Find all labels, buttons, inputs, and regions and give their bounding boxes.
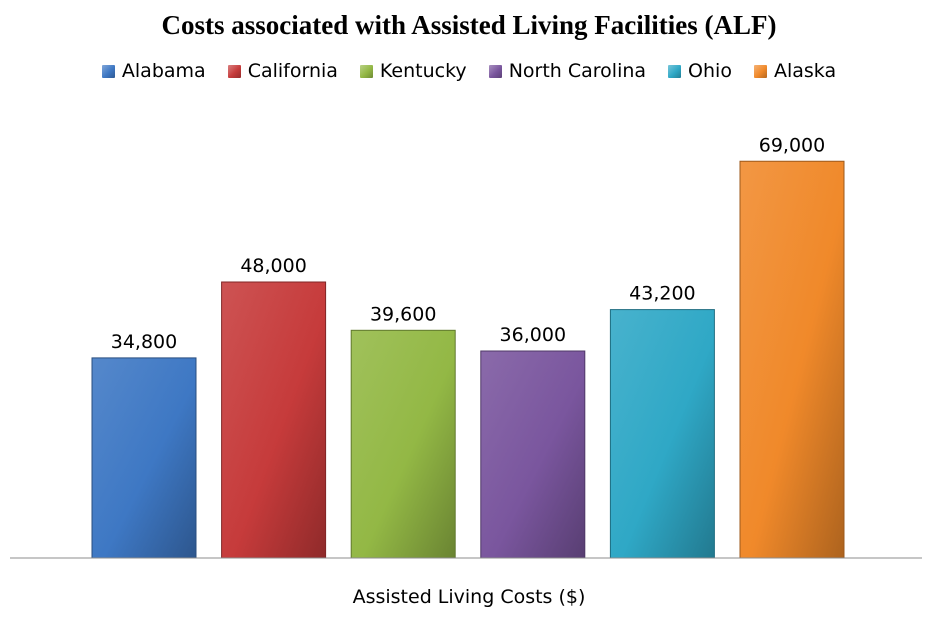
data-label: 34,800 (111, 331, 177, 353)
x-axis-label: Assisted Living Costs ($) (352, 586, 586, 608)
bar-north-carolina (480, 350, 586, 559)
legend-item: Kentucky (359, 60, 467, 82)
data-label: 43,200 (629, 283, 695, 305)
legend-swatch (227, 64, 241, 78)
legend-label: Kentucky (379, 60, 467, 82)
legend-swatch (359, 64, 373, 78)
data-label: 39,600 (370, 303, 436, 325)
legend-item: Alabama (101, 60, 206, 82)
data-label: 69,000 (759, 134, 825, 156)
legend-item: Alaska (753, 60, 837, 82)
legend-item: North Carolina (488, 60, 647, 82)
bar-california (221, 281, 327, 559)
bar-kentucky (350, 329, 456, 559)
legend-swatch (753, 64, 767, 78)
data-label: 36,000 (500, 324, 566, 346)
legend-swatch (668, 64, 682, 78)
legend-label: Alabama (121, 60, 206, 82)
legend-swatch (488, 64, 502, 78)
legend: Alabama California Kentucky North Carolina O… (0, 60, 938, 82)
chart-title: Costs associated with Assisted Living Fa… (161, 10, 777, 40)
bar-ohio (609, 309, 715, 559)
legend-label: North Carolina (508, 60, 647, 82)
legend-item: Ohio (668, 60, 732, 82)
legend-label: Alaska (773, 60, 837, 82)
bar-alabama (91, 357, 197, 559)
legend-swatch (101, 64, 115, 78)
data-label: 48,000 (240, 255, 306, 277)
bar-alaska (739, 160, 845, 559)
legend-label: Ohio (688, 60, 732, 82)
legend-label: California (247, 60, 338, 82)
legend-item: California (227, 60, 338, 82)
